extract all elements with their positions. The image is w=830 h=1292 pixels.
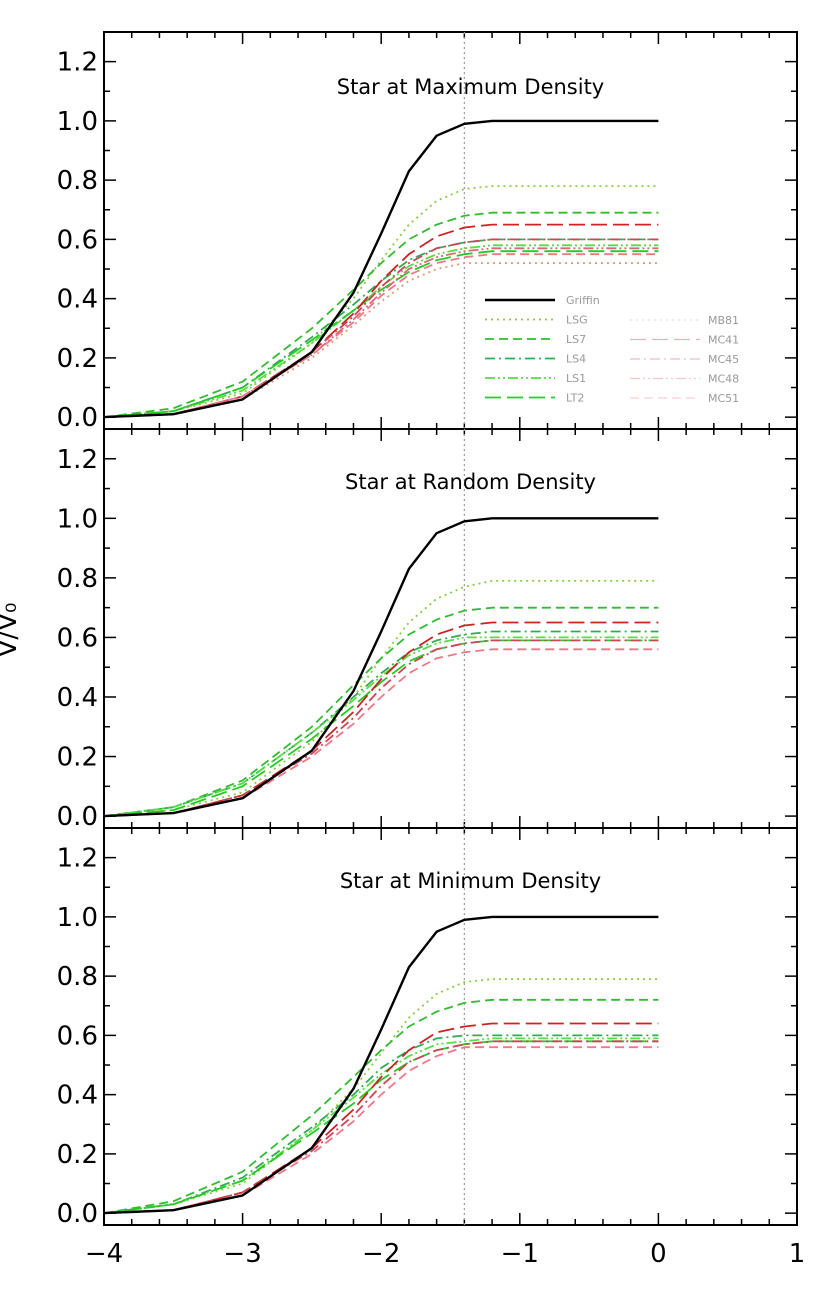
plot-frame-2	[103, 827, 798, 1226]
y-tick-label: 0.6	[57, 225, 98, 255]
x-tick-label: 1	[789, 1239, 806, 1269]
y-tick-label: 0.0	[57, 802, 98, 832]
x-tick-label: 0	[650, 1239, 667, 1269]
series-line-ls1	[103, 636, 659, 817]
legend-label: LSG	[566, 314, 588, 327]
legend-label: LS7	[566, 333, 586, 346]
y-tick-label: 0.6	[57, 623, 98, 653]
series-line-mc45	[103, 1040, 659, 1214]
series-line-ls4	[103, 1034, 659, 1214]
series-line-lsg	[103, 978, 659, 1214]
y-axis-label: V/V₀	[0, 603, 23, 658]
series-line-lsg	[103, 580, 659, 817]
series-line-mc51	[103, 648, 659, 817]
series-line-ls7	[103, 998, 659, 1214]
legend-label: LS1	[566, 372, 586, 385]
legend-label: MC48	[708, 373, 739, 386]
series-line-mc45	[103, 639, 659, 817]
x-tick-label: −2	[362, 1239, 400, 1269]
series-line-ls4	[103, 238, 659, 418]
y-tick-label: 0.4	[57, 285, 98, 315]
legend-label: LT2	[566, 392, 584, 405]
y-tick-label: 1.2	[57, 844, 98, 874]
y-tick-label: 0.2	[57, 743, 98, 773]
y-tick-label: 0.8	[57, 166, 98, 196]
series-line-mc45	[103, 238, 659, 418]
y-tick-label: 0.4	[57, 1081, 98, 1111]
series-line-lt2	[103, 639, 659, 817]
x-tick-label: −3	[223, 1239, 261, 1269]
y-tick-label: 1.0	[57, 903, 98, 933]
legend-label: MC41	[708, 334, 739, 347]
legend-label: MB81	[708, 314, 739, 327]
panel-title: Star at Random Density	[345, 470, 596, 494]
y-tick-label: 0.0	[57, 1199, 98, 1229]
y-tick-label: 1.0	[57, 504, 98, 534]
series-line-mc41	[103, 1022, 659, 1214]
series-line-mc41	[103, 621, 659, 817]
series-line-lt2	[103, 250, 659, 418]
y-tick-label: 0.2	[57, 1140, 98, 1170]
y-tick-label: 1.0	[57, 107, 98, 137]
series-line-ls7	[103, 211, 659, 418]
series-line-mc51	[103, 253, 659, 418]
y-tick-label: 0.0	[57, 403, 98, 433]
series-line-griffin	[103, 119, 659, 419]
series-line-mc51	[103, 1046, 659, 1214]
y-tick-label: 0.6	[57, 1021, 98, 1051]
series-line-ls7	[103, 606, 659, 817]
panel-title: Star at Minimum Density	[340, 869, 601, 893]
panel-title: Star at Maximum Density	[337, 75, 605, 99]
legend-label: MC45	[708, 353, 739, 366]
series-line-griffin	[103, 517, 659, 818]
y-tick-label: 0.2	[57, 344, 98, 374]
legend-label: MC51	[708, 392, 739, 405]
y-tick-label: 0.4	[57, 683, 98, 713]
y-tick-label: 1.2	[57, 48, 98, 78]
x-tick-label: −1	[501, 1239, 539, 1269]
series-line-ls1	[103, 1037, 659, 1214]
y-tick-label: 0.8	[57, 564, 98, 594]
x-tick-label: −4	[85, 1239, 123, 1269]
series-line-lt2	[103, 1040, 659, 1214]
y-tick-label: 0.8	[57, 962, 98, 992]
legend-label: LS4	[566, 353, 586, 366]
legend-label: Griffin	[566, 294, 600, 307]
series-line-griffin	[103, 915, 659, 1215]
series-line-ls1	[103, 244, 659, 418]
y-tick-label: 1.2	[57, 445, 98, 475]
